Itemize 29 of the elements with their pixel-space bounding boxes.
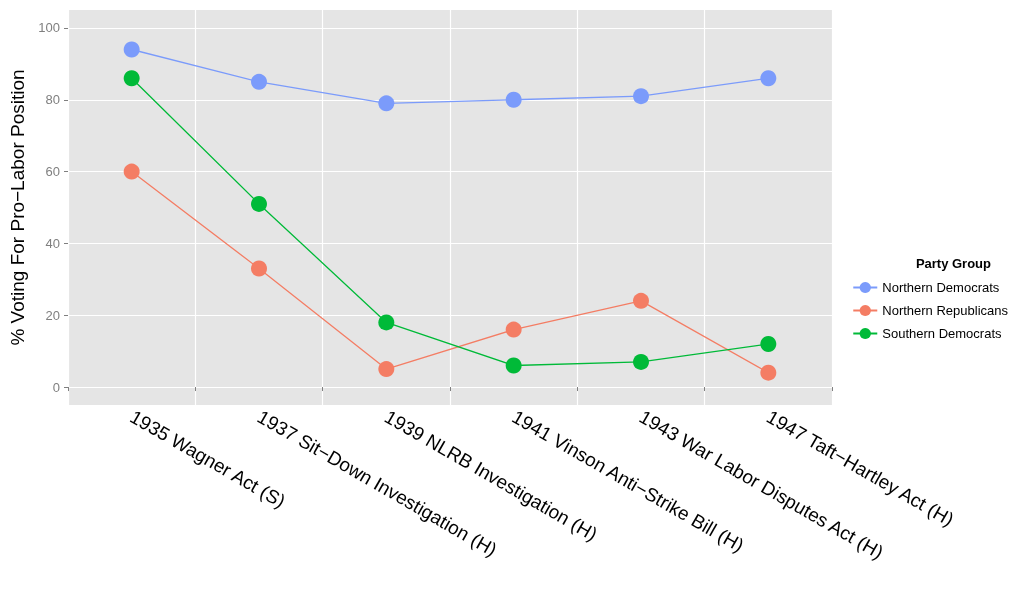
y-tick-label: 40	[45, 235, 60, 251]
point	[505, 357, 522, 374]
y-tick-label: 80	[45, 92, 60, 108]
point	[251, 73, 267, 90]
point	[505, 91, 522, 108]
point	[378, 95, 395, 112]
y-tick-label: 60	[45, 164, 60, 180]
point	[760, 364, 777, 381]
legend-title: Party Group	[915, 256, 992, 271]
point	[760, 70, 777, 87]
point	[378, 361, 395, 378]
legend-label: Northern Democrats	[882, 280, 1000, 295]
y-tick-label: 20	[45, 307, 60, 323]
point	[633, 353, 649, 370]
point	[123, 163, 140, 180]
point	[123, 70, 140, 87]
point	[251, 195, 267, 212]
y-tick-label: 100	[38, 20, 60, 36]
legend-label: Northern Republicans	[882, 303, 1009, 318]
point	[251, 260, 267, 277]
y-axis-title: % Voting For Pro−Labor Position	[7, 69, 29, 346]
point	[633, 292, 649, 309]
point	[378, 314, 395, 331]
point	[760, 335, 777, 352]
legend-label: Southern Democrats	[882, 326, 1002, 341]
point	[505, 321, 522, 338]
point	[633, 88, 649, 105]
y-tick-label: 0	[52, 379, 60, 395]
point	[123, 41, 140, 58]
